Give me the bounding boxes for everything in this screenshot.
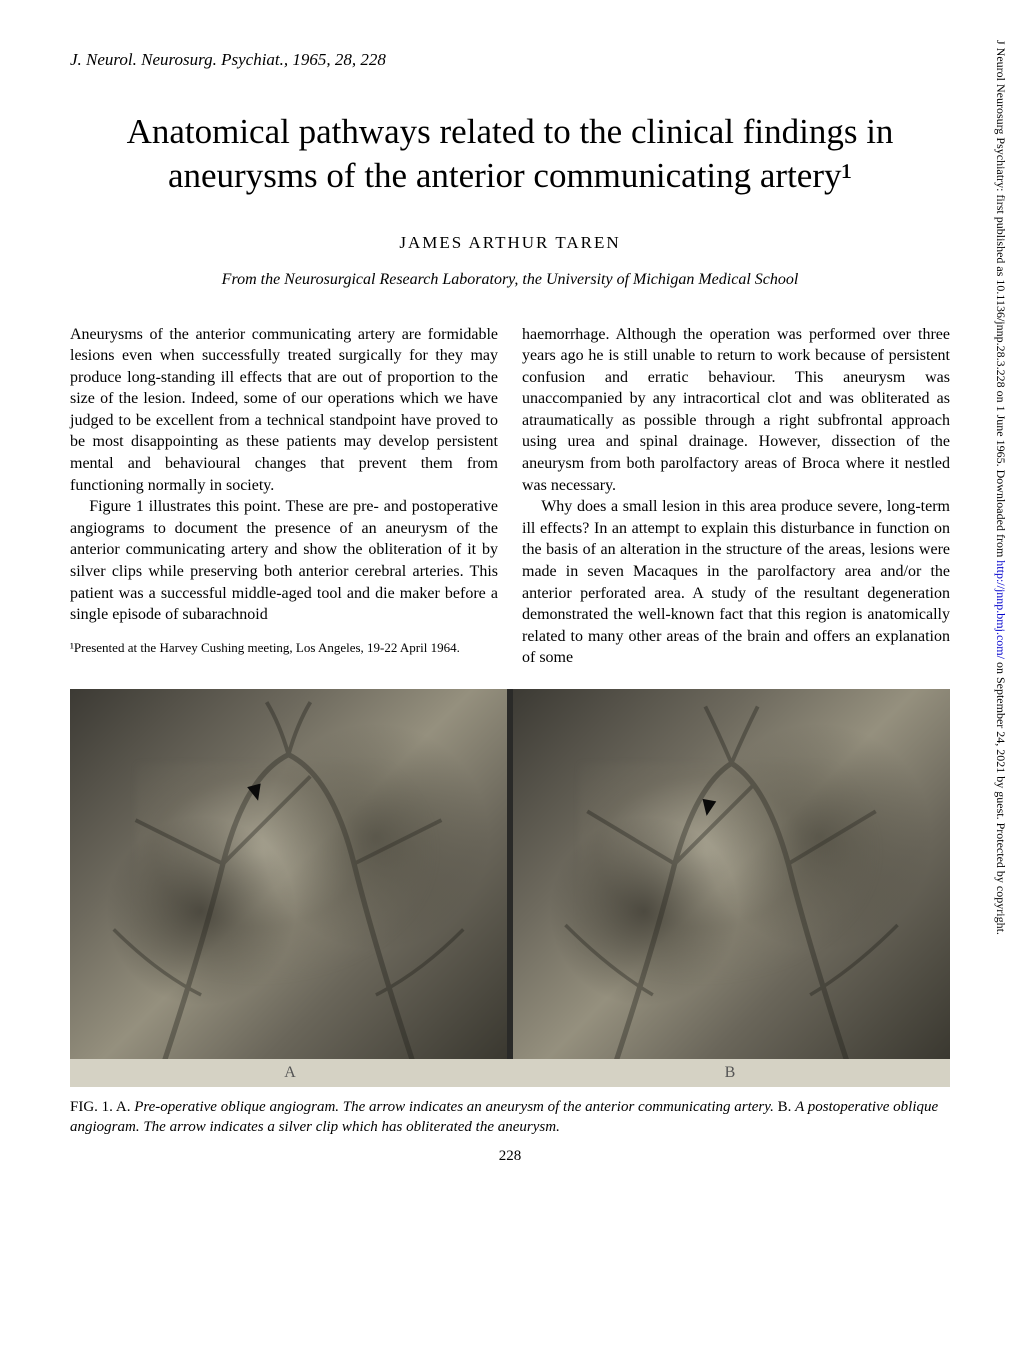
figure-caption: FIG. 1. A. Pre-operative oblique angiogr…	[70, 1097, 950, 1138]
angiogram-b	[513, 689, 950, 1059]
caption-label-a: A.	[116, 1099, 131, 1115]
footnote: ¹Presented at the Harvey Cushing meeting…	[70, 640, 498, 657]
left-column: Aneurysms of the anterior communicating …	[70, 324, 498, 670]
author-name: JAMES ARTHUR TAREN	[70, 233, 950, 253]
figure-image-row	[70, 689, 950, 1059]
figure-label-a: A	[70, 1064, 510, 1082]
right-column: haemorrhage. Although the operation was …	[522, 324, 950, 670]
article-title: Anatomical pathways related to the clini…	[70, 110, 950, 198]
page-number: 228	[70, 1148, 950, 1165]
vessel-pattern-icon	[513, 689, 950, 1059]
arrow-indicator-icon	[247, 784, 265, 803]
body-paragraph: Aneurysms of the anterior communicating …	[70, 324, 498, 497]
angiogram-a	[70, 689, 507, 1059]
figure-number: FIG. 1.	[70, 1099, 113, 1115]
side-text-part2: on September 24, 2021 by guest. Protecte…	[994, 659, 1008, 935]
vertical-side-text: J Neurol Neurosurg Psychiatry: first pub…	[993, 40, 1008, 1330]
vessel-pattern-icon	[70, 689, 507, 1059]
figure-label-b: B	[510, 1064, 950, 1082]
body-paragraph: haemorrhage. Although the operation was …	[522, 324, 950, 497]
figure-1: A B FIG. 1. A. Pre-operative oblique ang…	[70, 689, 950, 1138]
journal-citation: J. Neurol. Neurosurg. Psychiat., 1965, 2…	[70, 50, 950, 70]
side-text-link[interactable]: http://jnnp.bmj.com/	[994, 560, 1008, 659]
body-paragraph: Figure 1 illustrates this point. These a…	[70, 496, 498, 626]
body-paragraph: Why does a small lesion in this area pro…	[522, 496, 950, 669]
caption-text-a: Pre-operative oblique angiogram. The arr…	[134, 1099, 774, 1115]
caption-label-b: B.	[778, 1099, 792, 1115]
arrow-indicator-icon	[700, 799, 717, 817]
figure-label-row: A B	[70, 1059, 950, 1087]
author-affiliation: From the Neurosurgical Research Laborato…	[70, 271, 950, 289]
body-columns: Aneurysms of the anterior communicating …	[70, 324, 950, 670]
side-text-part1: J Neurol Neurosurg Psychiatry: first pub…	[994, 40, 1008, 560]
